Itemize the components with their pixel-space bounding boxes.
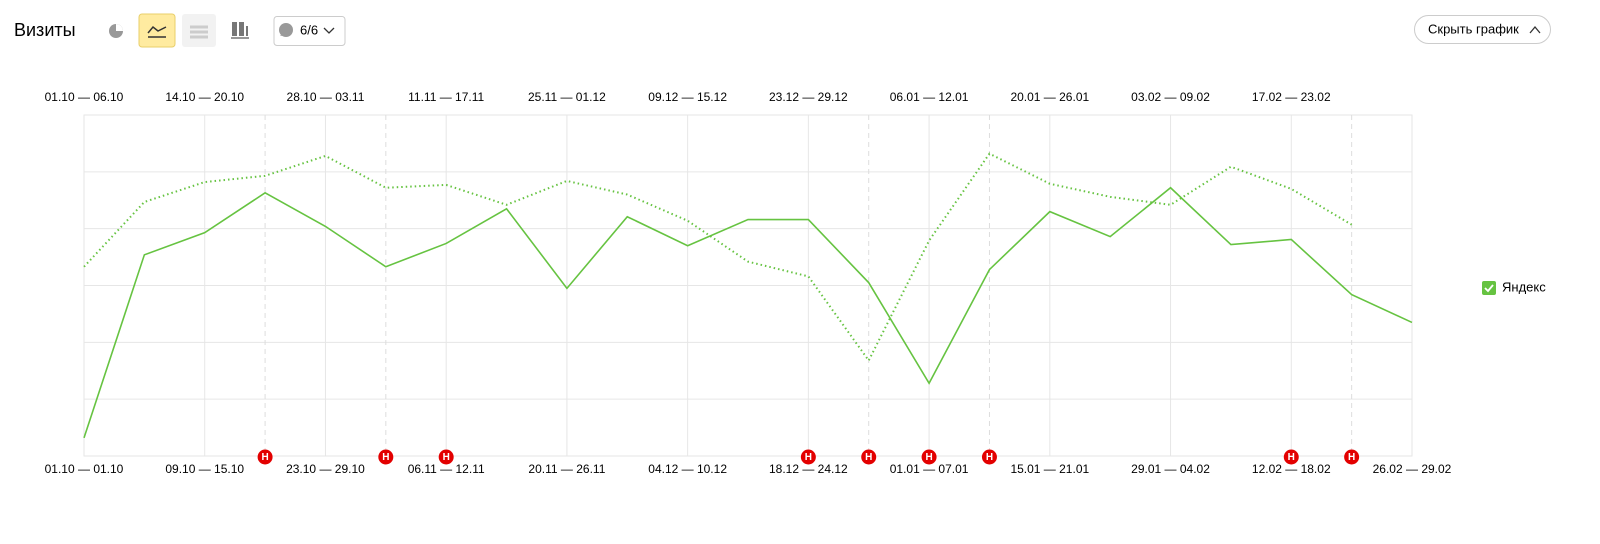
x-tick-label: 29.01 — 04.02 bbox=[1131, 462, 1210, 476]
x-tick-label: 18.12 — 24.12 bbox=[769, 462, 848, 476]
annotation-label: Н bbox=[1288, 452, 1295, 463]
annotation-label: Н bbox=[1348, 452, 1355, 463]
x-tick-label: 23.10 — 29.10 bbox=[286, 462, 365, 476]
compare-x-tick-label: 03.02 — 09.02 bbox=[1131, 90, 1210, 104]
compare-x-tick-label: 28.10 — 03.11 bbox=[287, 90, 365, 104]
annotation-marker bbox=[861, 449, 877, 465]
x-tick-label: 01.01 — 07.01 bbox=[890, 462, 969, 476]
annotation-marker bbox=[257, 449, 273, 465]
report-title: Визиты bbox=[14, 20, 76, 40]
x-tick-label: 12.02 — 18.02 bbox=[1252, 462, 1331, 476]
x-tick-label: 06.11 — 12.11 bbox=[408, 462, 485, 476]
compare-x-tick-label: 25.11 — 01.12 bbox=[528, 90, 606, 104]
compare-x-tick-label: 14.10 — 20.10 bbox=[165, 90, 244, 104]
legend-check bbox=[1484, 284, 1494, 293]
comments-count: 6/6 bbox=[300, 22, 318, 37]
compare-x-tick-label: 06.01 — 12.01 bbox=[890, 90, 969, 104]
compare-x-tick-label: 09.12 — 15.12 bbox=[648, 90, 727, 104]
annotation-label: Н bbox=[382, 452, 389, 463]
hide-chart-label: Скрыть график bbox=[1428, 21, 1519, 36]
series-line bbox=[83, 186, 1413, 439]
x-tick-label: 09.10 — 15.10 bbox=[165, 462, 244, 476]
annotation-marker bbox=[378, 449, 394, 465]
compare-x-tick-label: 11.11 — 17.11 bbox=[408, 90, 484, 104]
legend-checkbox bbox=[1482, 281, 1496, 295]
annotation-marker bbox=[1283, 449, 1299, 465]
area-icon-button[interactable] bbox=[182, 14, 216, 47]
annotation-label: Н bbox=[261, 452, 268, 463]
pie-icon[interactable] bbox=[109, 24, 123, 38]
annotation-label: Н bbox=[986, 452, 993, 463]
x-tick-label: 26.02 — 29.02 bbox=[1373, 462, 1452, 476]
annotation-label: Н bbox=[865, 452, 872, 463]
compare-x-tick-label: 01.10 — 06.10 bbox=[45, 90, 124, 104]
annotation-marker bbox=[921, 449, 937, 465]
series-line bbox=[83, 152, 1353, 363]
annotation-marker bbox=[1344, 449, 1360, 465]
x-tick-label: 04.12 — 10.12 bbox=[648, 462, 727, 476]
compare-x-tick-label: 20.01 — 26.01 bbox=[1010, 90, 1089, 104]
line-icon-button[interactable] bbox=[138, 13, 176, 48]
x-tick-label: 20.11 — 26.11 bbox=[528, 462, 605, 476]
annotation-label: Н bbox=[805, 452, 812, 463]
annotation-label: Н bbox=[925, 452, 932, 463]
compare-x-tick-label: 17.02 — 23.02 bbox=[1252, 90, 1331, 104]
annotation-marker bbox=[800, 449, 816, 465]
annotation-label: Н bbox=[443, 452, 450, 463]
annotation-marker bbox=[438, 449, 454, 465]
annotation-marker bbox=[981, 449, 997, 465]
legend-label: Яндекс bbox=[1502, 279, 1546, 294]
comments-button[interactable] bbox=[273, 16, 346, 46]
x-tick-label: 15.01 — 21.01 bbox=[1010, 462, 1089, 476]
x-tick-label: 01.10 — 01.10 bbox=[45, 462, 124, 476]
compare-x-tick-label: 23.12 — 29.12 bbox=[769, 90, 848, 104]
bar-icon[interactable] bbox=[231, 22, 249, 39]
hide-chart-button[interactable] bbox=[1414, 15, 1551, 44]
